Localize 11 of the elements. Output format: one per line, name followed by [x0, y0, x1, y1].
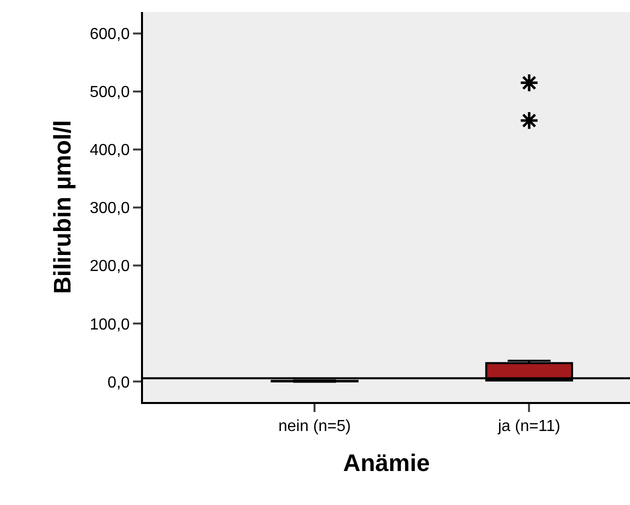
y-tick-label: 400,0: [90, 142, 130, 160]
y-tick-label: 300,0: [90, 200, 130, 218]
x-tick-label: nein (n=5): [278, 418, 351, 436]
y-tick-label: 200,0: [90, 258, 130, 276]
y-tick-label: 500,0: [90, 84, 130, 102]
y-axis-title: Bilirubin µmol/l: [49, 120, 76, 294]
y-tick-label: 100,0: [90, 316, 130, 334]
y-tick-label: 600,0: [90, 26, 130, 44]
x-tick-label: ja (n=11): [496, 418, 560, 436]
x-axis-title: Anämie: [343, 450, 430, 477]
y-tick-label: 0,0: [108, 374, 130, 392]
